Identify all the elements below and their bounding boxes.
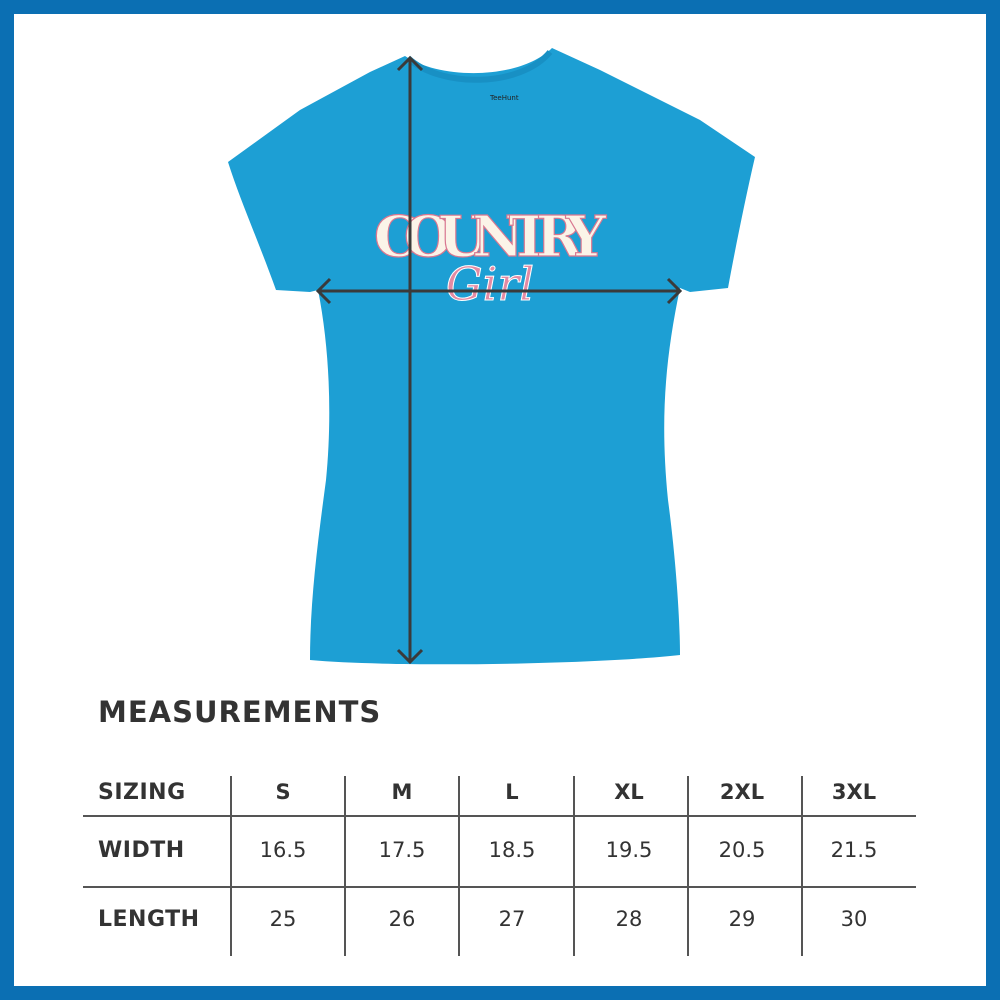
row-label-length: LENGTH	[98, 907, 200, 932]
size-header: 3XL	[831, 780, 877, 804]
row-label-width: WIDTH	[98, 838, 185, 863]
size-header: XL	[614, 780, 644, 804]
row-divider	[83, 886, 916, 888]
length-value: 25	[269, 907, 297, 931]
col-divider	[458, 776, 460, 956]
length-value: 29	[728, 907, 756, 931]
width-value: 16.5	[259, 838, 307, 862]
width-value: 17.5	[378, 838, 426, 862]
tshirt-body	[228, 48, 755, 665]
width-value: 18.5	[488, 838, 536, 862]
length-value: 28	[615, 907, 643, 931]
length-value: 30	[840, 907, 868, 931]
length-value: 26	[388, 907, 416, 931]
tag-brand: TeeHunt	[489, 94, 519, 102]
measurements-title: MEASUREMENTS	[98, 695, 382, 729]
col-divider	[344, 776, 346, 956]
width-value: 20.5	[718, 838, 766, 862]
header-label: SIZING	[98, 780, 186, 805]
width-value: 21.5	[830, 838, 878, 862]
length-value: 27	[498, 907, 526, 931]
print-girl: Girl	[446, 257, 534, 311]
size-header: M	[391, 780, 413, 804]
col-divider	[573, 776, 575, 956]
measure-arrows	[315, 55, 683, 665]
size-header: S	[275, 780, 291, 804]
col-divider	[230, 776, 232, 956]
row-divider	[83, 815, 916, 817]
size-header: L	[505, 780, 519, 804]
print-country: COUNTRY	[374, 204, 607, 270]
width-value: 19.5	[605, 838, 653, 862]
col-divider	[801, 776, 803, 956]
col-divider	[687, 776, 689, 956]
size-header: 2XL	[719, 780, 765, 804]
